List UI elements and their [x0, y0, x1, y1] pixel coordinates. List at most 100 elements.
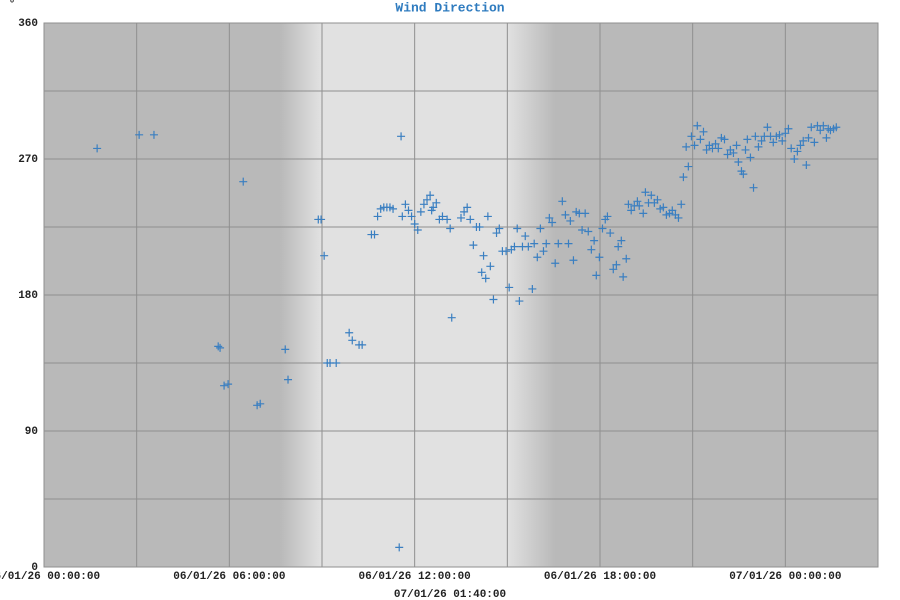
data-point	[398, 212, 407, 221]
data-point	[647, 191, 656, 200]
data-point	[489, 295, 498, 304]
data-point	[595, 253, 604, 262]
data-point	[466, 215, 475, 224]
data-point	[668, 206, 677, 215]
data-point	[699, 127, 708, 136]
data-point	[682, 142, 691, 151]
x-tick-label: 06/01/26 06:00:00	[173, 571, 285, 583]
data-point	[822, 133, 831, 142]
data-point	[404, 206, 413, 215]
data-point	[804, 133, 813, 142]
data-point	[413, 226, 422, 235]
chart-title: Wind Direction	[395, 0, 504, 15]
data-point	[505, 283, 514, 292]
data-point	[479, 251, 488, 260]
data-point	[345, 328, 354, 337]
y-tick-label: 90	[25, 426, 38, 438]
data-point	[216, 343, 225, 352]
data-point	[799, 136, 808, 145]
data-point	[816, 126, 825, 135]
data-point	[284, 375, 293, 384]
data-point	[581, 209, 590, 218]
timestamp: 07/01/26 01:40:00	[394, 589, 506, 600]
data-point	[769, 138, 778, 147]
x-tick-label: 06/01/26 00:00:00	[0, 571, 100, 583]
data-point	[457, 213, 465, 222]
data-point	[639, 209, 648, 218]
x-tick-label: 06/01/26 12:00:00	[359, 571, 471, 583]
data-point	[93, 144, 102, 153]
data-point	[224, 380, 233, 389]
data-point	[754, 142, 763, 151]
data-point	[214, 342, 223, 351]
data-point	[603, 212, 612, 221]
data-point	[495, 224, 504, 233]
data-point	[545, 213, 554, 222]
data-point	[561, 210, 570, 219]
data-point	[475, 223, 484, 231]
data-point	[741, 145, 750, 154]
plot-frame	[43, 22, 879, 568]
data-point	[693, 121, 702, 130]
data-point	[551, 259, 560, 268]
data-point	[609, 265, 618, 274]
data-point	[802, 161, 811, 170]
data-point	[533, 253, 542, 262]
data-point	[729, 148, 738, 157]
data-point	[746, 153, 755, 162]
data-point	[423, 195, 432, 204]
data-point	[558, 197, 567, 206]
data-point	[410, 219, 419, 228]
data-point	[438, 212, 447, 221]
data-point	[751, 132, 760, 141]
data-point	[446, 224, 455, 233]
data-point	[674, 213, 683, 222]
data-point	[763, 123, 772, 132]
data-point	[389, 204, 398, 213]
x-tick-label: 06/01/26 18:00:00	[544, 571, 656, 583]
data-point	[486, 262, 495, 271]
data-point	[627, 206, 636, 215]
x-tick-label: 07/01/26 00:00:00	[729, 571, 841, 583]
data-point	[447, 313, 456, 322]
data-point	[395, 543, 404, 552]
y-tick-label: 270	[18, 154, 38, 166]
data-point	[633, 197, 642, 206]
data-point	[778, 136, 787, 145]
data-point	[739, 170, 748, 179]
data-point	[358, 340, 367, 349]
data-point	[149, 130, 158, 139]
data-point	[320, 251, 329, 260]
data-point	[281, 345, 290, 354]
data-point	[528, 284, 537, 293]
data-point	[397, 132, 406, 141]
data-point	[481, 274, 490, 283]
data-point	[684, 162, 693, 171]
data-point	[720, 135, 729, 144]
data-point	[539, 247, 548, 256]
data-point	[554, 239, 563, 248]
data-point	[239, 177, 248, 186]
data-point	[429, 203, 438, 212]
data-point	[536, 224, 545, 233]
y-axis-label: °	[9, 0, 16, 11]
data-point	[373, 212, 382, 221]
data-point	[790, 155, 799, 163]
data-point	[732, 141, 741, 150]
data-point	[548, 218, 557, 227]
data-point	[530, 239, 539, 248]
data-point	[443, 215, 452, 224]
data-point	[432, 198, 441, 207]
data-point	[622, 254, 631, 263]
data-point	[757, 136, 766, 145]
data-point	[702, 145, 711, 154]
data-point	[696, 135, 705, 144]
data-point	[477, 268, 486, 277]
data-point	[370, 230, 379, 239]
data-point	[687, 132, 696, 141]
data-point	[426, 191, 435, 200]
data-point	[714, 144, 723, 153]
data-point	[524, 242, 533, 251]
data-point	[256, 399, 265, 408]
